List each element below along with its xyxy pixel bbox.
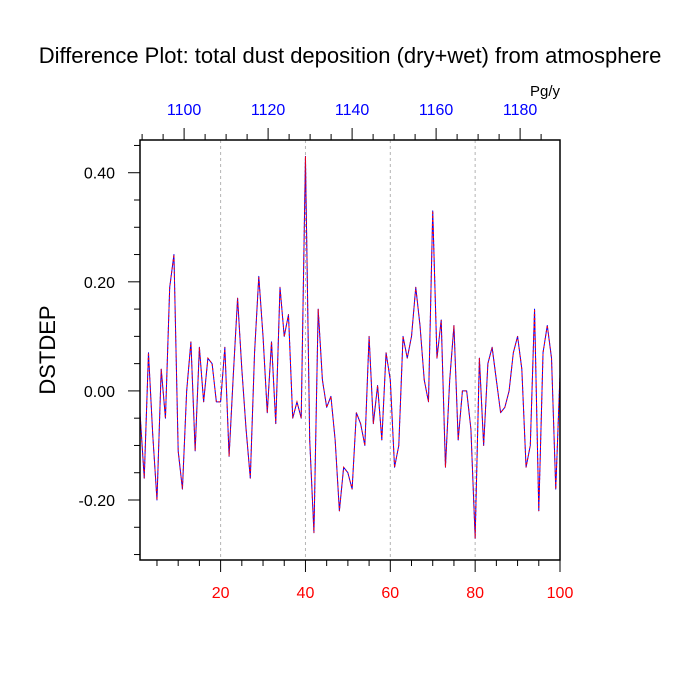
top-tick-label: 1120 — [251, 102, 286, 119]
x-tick-label: 100 — [547, 585, 574, 602]
x-tick-label: 60 — [381, 585, 399, 602]
y-axis-title: DSTDEP — [35, 305, 60, 394]
top-tick-label: 1160 — [419, 102, 454, 119]
plot-frame — [139, 139, 561, 561]
series-layer — [139, 155, 561, 539]
x-tick-label: 20 — [212, 585, 230, 602]
chart-title: Difference Plot: total dust deposition (… — [39, 43, 662, 68]
y-tick-label: 0.40 — [84, 166, 115, 183]
x-tick-label: 80 — [466, 585, 484, 602]
gridlines — [220, 140, 476, 560]
top-tick-label: 1140 — [335, 102, 370, 119]
x-tick-label: 40 — [297, 585, 315, 602]
series-line-dash — [139, 156, 561, 539]
top-axis-units-label: Pg/y — [530, 83, 561, 100]
y-tick-label: -0.20 — [79, 493, 116, 510]
axes: 20 40 60 80 100 1100 1120 1140 1160 1180 -0.20 0.00… — [79, 102, 574, 602]
y-tick-label: 0.00 — [84, 384, 115, 401]
top-tick-label: 1180 — [503, 102, 538, 119]
top-tick-label: 1100 — [167, 102, 202, 119]
y-tick-label: 0.20 — [84, 275, 115, 292]
